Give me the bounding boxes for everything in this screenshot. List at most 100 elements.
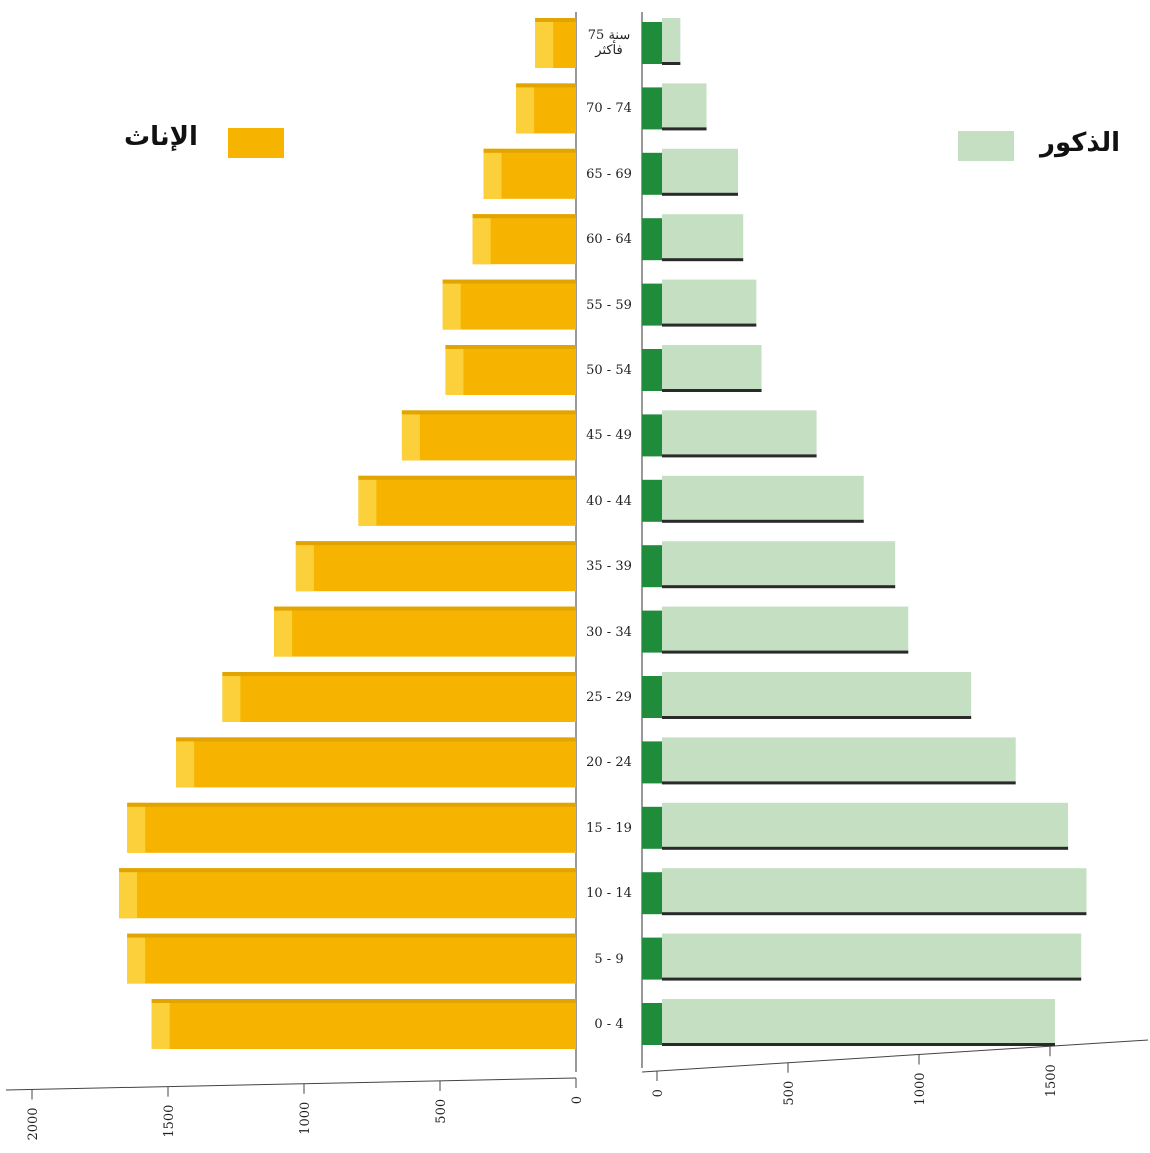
male-bar-end (642, 741, 664, 784)
male-tick-label: 0 (651, 1089, 666, 1097)
female-bar-top (445, 345, 576, 349)
age-group-label: 5 - 9 (577, 952, 641, 967)
female-bars (119, 18, 576, 1049)
age-group-label-line: 5 - 9 (594, 951, 624, 967)
male-bar (662, 83, 707, 130)
age-group-label: 15 - 19 (577, 821, 641, 836)
female-bar-top (127, 933, 576, 938)
age-group-label-line: 10 - 14 (586, 886, 632, 902)
female-bar-top (295, 541, 576, 546)
male-tick-label: 500 (782, 1081, 797, 1106)
male-bar-shadow (662, 519, 864, 523)
female-baseline (5, 1077, 577, 1091)
age-group-label-line: 0 - 4 (594, 1017, 624, 1032)
age-group-label: 75 سنة فأكثر (577, 28, 641, 58)
male-bar (662, 606, 909, 653)
male-bar-shadow (662, 192, 738, 196)
legend-male-label: الذكور (1040, 128, 1121, 158)
male-bar-shadow (662, 846, 1069, 850)
male-bar-end (642, 22, 664, 64)
age-group-label-line: 45 - 49 (586, 428, 632, 444)
female-tick-label: 1500 (162, 1105, 177, 1138)
male-bar-shadow (662, 389, 762, 392)
female-bar (127, 933, 576, 984)
male-bar-shadow (662, 781, 1016, 785)
age-group-label: 25 - 29 (577, 690, 641, 705)
male-bar-end (642, 349, 664, 391)
male-bars (642, 18, 1087, 1046)
legend-female-label: الإناث (124, 122, 198, 152)
female-bar (119, 868, 576, 919)
female-bar-top (127, 802, 576, 807)
female-bar-end (119, 868, 138, 919)
age-group-label: 65 - 69 (577, 167, 641, 182)
male-bar-end (642, 610, 664, 653)
age-group-label-line: 15 - 19 (586, 820, 632, 836)
female-bar (222, 672, 576, 722)
female-bar-top (442, 279, 576, 284)
female-bar-end (445, 345, 464, 395)
male-bar-end (642, 152, 664, 195)
female-bar (176, 737, 576, 788)
male-bar-shadow (662, 258, 744, 262)
male-bar-shadow (662, 454, 817, 458)
male-bar (662, 214, 744, 261)
age-group-label: 60 - 64 (577, 232, 641, 247)
male-bar-end (642, 676, 664, 718)
male-bar (662, 345, 762, 391)
male-bar (662, 410, 817, 457)
female-bar-top (516, 83, 576, 88)
female-bar-top (222, 672, 576, 676)
female-tick-label: 500 (434, 1099, 449, 1124)
age-group-label-line: 35 - 39 (586, 559, 632, 575)
age-group-label-line: 25 - 29 (586, 690, 632, 705)
age-group-label-line: 40 - 44 (586, 493, 632, 509)
female-bar-end (516, 83, 535, 134)
female-bar-top (535, 18, 576, 22)
male-bar-end (642, 218, 664, 261)
female-bar-end (274, 606, 293, 657)
age-group-label-line: فأكثر (595, 43, 623, 58)
male-bar-end (642, 545, 664, 588)
female-bar (274, 606, 576, 657)
female-bar-end (222, 672, 241, 722)
age-group-label: 55 - 59 (577, 298, 641, 313)
female-bar-top (358, 475, 576, 480)
male-bar-end (642, 479, 664, 522)
female-bar-end (401, 410, 420, 461)
age-group-label: 45 - 49 (577, 428, 641, 443)
female-bar (445, 345, 576, 395)
male-bar-shadow (662, 650, 909, 654)
male-bar-shadow (662, 912, 1087, 916)
male-bar (662, 933, 1082, 980)
male-bar-end (642, 283, 664, 326)
age-group-label-line: 50 - 54 (586, 363, 632, 378)
female-tick-label: 0 (570, 1096, 585, 1104)
male-tick-label: 1500 (1044, 1064, 1059, 1097)
male-bar (662, 802, 1069, 849)
female-bar-top (176, 737, 576, 742)
age-group-label-line: 30 - 34 (586, 624, 632, 640)
age-group-label-line: 65 - 69 (586, 166, 632, 182)
female-tick-label: 2000 (26, 1107, 41, 1140)
female-bar-end (151, 999, 170, 1049)
male-bar-shadow (662, 977, 1082, 981)
age-group-label: 70 - 74 (577, 101, 641, 116)
female-bar-end (127, 802, 146, 853)
legend-male-swatch (958, 131, 1014, 161)
female-tick-label: 1000 (298, 1102, 313, 1135)
female-bar-end (358, 475, 377, 526)
male-bar (662, 737, 1016, 784)
age-group-label-line: 75 سنة (587, 28, 631, 43)
female-bar-top (472, 214, 576, 219)
male-bar (662, 541, 896, 588)
female-bar-end (295, 541, 314, 592)
female-bar-end (535, 18, 554, 68)
age-group-label: 10 - 14 (577, 886, 641, 901)
female-bar-top (274, 606, 576, 611)
male-bar-shadow (662, 127, 707, 131)
male-bar (662, 279, 757, 326)
male-baseline (641, 1039, 1149, 1073)
female-bar-end (483, 148, 502, 199)
female-bar-end (127, 933, 146, 984)
